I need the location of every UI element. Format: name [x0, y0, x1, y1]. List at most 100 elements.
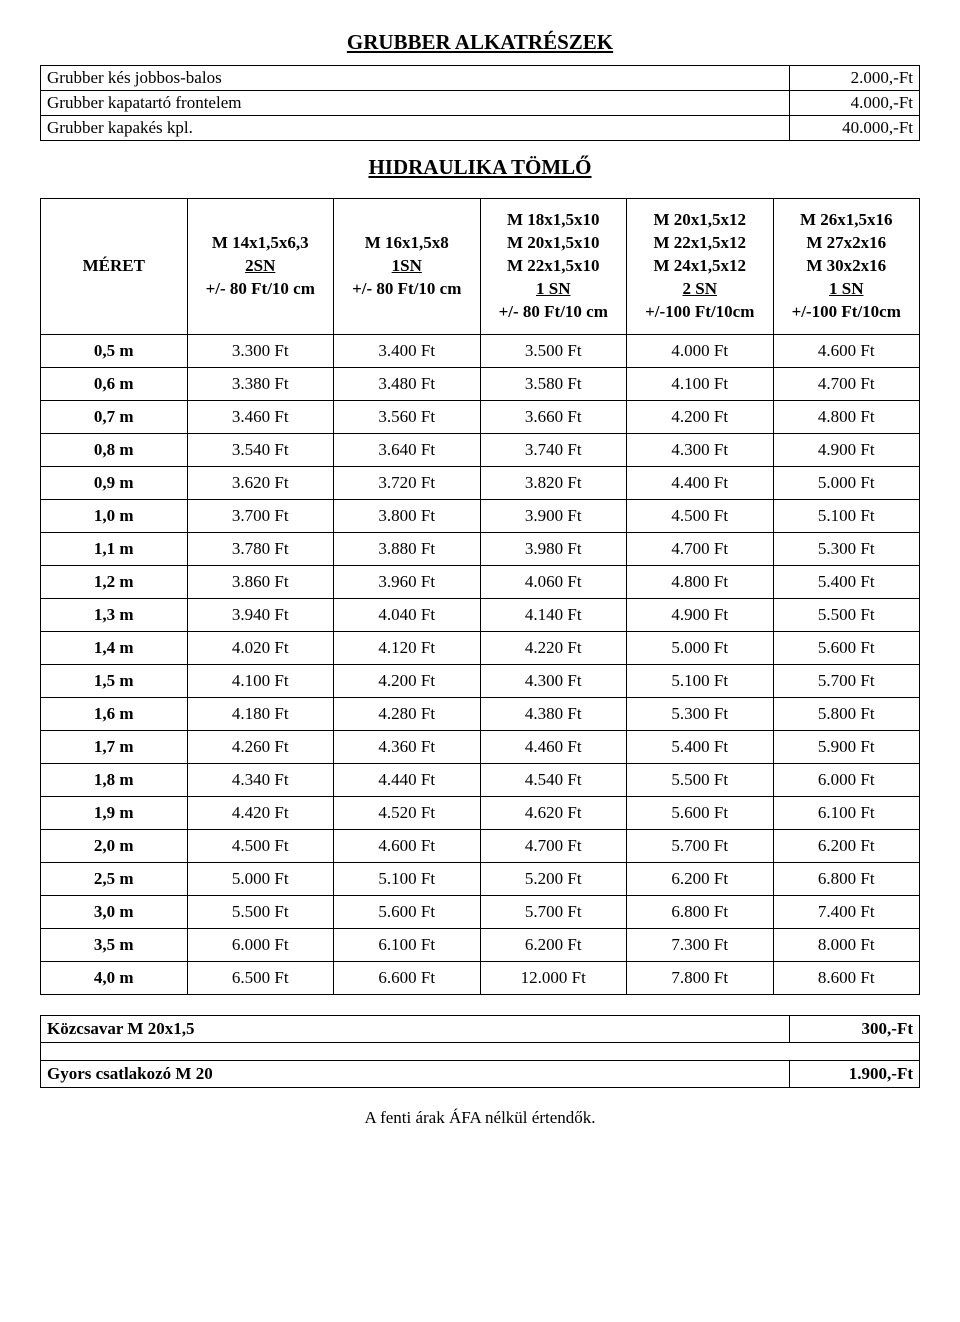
price-cell: 3.880 Ft — [334, 532, 481, 565]
price-cell: 4.300 Ft — [627, 433, 774, 466]
price-cell: 4.420 Ft — [187, 796, 334, 829]
price-cell: 4.140 Ft — [480, 598, 627, 631]
footer-table: Közcsavar M 20x1,5 300,-Ft Gyors csatlak… — [40, 1015, 920, 1088]
table-row: 1,0 m3.700 Ft3.800 Ft3.900 Ft4.500 Ft5.1… — [41, 499, 920, 532]
price-cell: 5.300 Ft — [627, 697, 774, 730]
table-row: 1,8 m4.340 Ft4.440 Ft4.540 Ft5.500 Ft6.0… — [41, 763, 920, 796]
table-row: 1,2 m3.860 Ft3.960 Ft4.060 Ft4.800 Ft5.4… — [41, 565, 920, 598]
price-cell: 3.860 Ft — [187, 565, 334, 598]
table-row: 0,8 m3.540 Ft3.640 Ft3.740 Ft4.300 Ft4.9… — [41, 433, 920, 466]
price-cell: 4.340 Ft — [187, 763, 334, 796]
price-cell: 6.200 Ft — [773, 829, 920, 862]
size-cell: 3,5 m — [41, 928, 188, 961]
price-cell: 5.700 Ft — [773, 664, 920, 697]
size-cell: 0,9 m — [41, 466, 188, 499]
price-cell: 3.580 Ft — [480, 367, 627, 400]
price-cell: 5.000 Ft — [627, 631, 774, 664]
price-cell: 4.060 Ft — [480, 565, 627, 598]
price-cell: 5.600 Ft — [334, 895, 481, 928]
size-cell: 1,7 m — [41, 730, 188, 763]
parts-price: 4.000,-Ft — [790, 91, 920, 116]
price-cell: 3.500 Ft — [480, 334, 627, 367]
price-cell: 6.200 Ft — [480, 928, 627, 961]
price-cell: 4.460 Ft — [480, 730, 627, 763]
price-cell: 4.100 Ft — [187, 664, 334, 697]
table-row: 1,5 m4.100 Ft4.200 Ft4.300 Ft5.100 Ft5.7… — [41, 664, 920, 697]
size-cell: 1,1 m — [41, 532, 188, 565]
price-cell: 4.400 Ft — [627, 466, 774, 499]
footer-spacer — [41, 1042, 920, 1060]
price-cell: 5.800 Ft — [773, 697, 920, 730]
price-cell: 3.460 Ft — [187, 400, 334, 433]
size-cell: 0,7 m — [41, 400, 188, 433]
header-size: MÉRET — [41, 199, 188, 335]
price-cell: 3.940 Ft — [187, 598, 334, 631]
table-row: 1,3 m3.940 Ft4.040 Ft4.140 Ft4.900 Ft5.5… — [41, 598, 920, 631]
table-header-row: MÉRET M 14x1,5x6,3 2SN +/- 80 Ft/10 cm M… — [41, 199, 920, 335]
price-cell: 6.500 Ft — [187, 961, 334, 994]
size-cell: 1,2 m — [41, 565, 188, 598]
footer-label: Gyors csatlakozó M 20 — [41, 1060, 790, 1087]
price-cell: 3.560 Ft — [334, 400, 481, 433]
price-cell: 5.900 Ft — [773, 730, 920, 763]
footer-row: Gyors csatlakozó M 20 1.900,-Ft — [41, 1060, 920, 1087]
price-cell: 3.380 Ft — [187, 367, 334, 400]
size-cell: 1,3 m — [41, 598, 188, 631]
price-cell: 4.900 Ft — [773, 433, 920, 466]
size-cell: 2,5 m — [41, 862, 188, 895]
price-cell: 4.300 Ft — [480, 664, 627, 697]
price-cell: 4.260 Ft — [187, 730, 334, 763]
size-cell: 4,0 m — [41, 961, 188, 994]
price-cell: 4.700 Ft — [773, 367, 920, 400]
header-col2: M 16x1,5x8 1SN +/- 80 Ft/10 cm — [334, 199, 481, 335]
footer-label: Közcsavar M 20x1,5 — [41, 1015, 790, 1042]
price-cell: 7.400 Ft — [773, 895, 920, 928]
price-cell: 4.020 Ft — [187, 631, 334, 664]
price-cell: 4.600 Ft — [334, 829, 481, 862]
price-cell: 3.640 Ft — [334, 433, 481, 466]
table-row: 0,9 m3.620 Ft3.720 Ft3.820 Ft4.400 Ft5.0… — [41, 466, 920, 499]
price-cell: 6.800 Ft — [627, 895, 774, 928]
price-cell: 4.200 Ft — [627, 400, 774, 433]
price-cell: 4.700 Ft — [480, 829, 627, 862]
size-cell: 2,0 m — [41, 829, 188, 862]
table-row: 2,0 m4.500 Ft4.600 Ft4.700 Ft5.700 Ft6.2… — [41, 829, 920, 862]
price-cell: 3.820 Ft — [480, 466, 627, 499]
price-cell: 4.120 Ft — [334, 631, 481, 664]
price-cell: 5.100 Ft — [773, 499, 920, 532]
table-row: 1,7 m4.260 Ft4.360 Ft4.460 Ft5.400 Ft5.9… — [41, 730, 920, 763]
price-cell: 5.500 Ft — [773, 598, 920, 631]
price-cell: 5.400 Ft — [773, 565, 920, 598]
price-cell: 3.740 Ft — [480, 433, 627, 466]
size-cell: 0,5 m — [41, 334, 188, 367]
table-row: 1,1 m3.780 Ft3.880 Ft3.980 Ft4.700 Ft5.3… — [41, 532, 920, 565]
price-cell: 6.100 Ft — [334, 928, 481, 961]
price-cell: 4.200 Ft — [334, 664, 481, 697]
price-cell: 4.380 Ft — [480, 697, 627, 730]
footer-price: 300,-Ft — [790, 1015, 920, 1042]
parts-row: Grubber kapatartó frontelem4.000,-Ft — [41, 91, 920, 116]
price-cell: 12.000 Ft — [480, 961, 627, 994]
price-cell: 4.040 Ft — [334, 598, 481, 631]
price-cell: 4.600 Ft — [773, 334, 920, 367]
size-cell: 0,8 m — [41, 433, 188, 466]
price-cell: 3.780 Ft — [187, 532, 334, 565]
price-cell: 5.600 Ft — [627, 796, 774, 829]
price-cell: 5.500 Ft — [627, 763, 774, 796]
price-cell: 6.000 Ft — [187, 928, 334, 961]
price-cell: 3.660 Ft — [480, 400, 627, 433]
price-cell: 5.700 Ft — [480, 895, 627, 928]
price-cell: 4.500 Ft — [627, 499, 774, 532]
parts-label: Grubber kapatartó frontelem — [41, 91, 790, 116]
price-cell: 4.900 Ft — [627, 598, 774, 631]
size-cell: 1,4 m — [41, 631, 188, 664]
price-cell: 4.800 Ft — [627, 565, 774, 598]
hose-price-table: MÉRET M 14x1,5x6,3 2SN +/- 80 Ft/10 cm M… — [40, 198, 920, 995]
header-col3: M 18x1,5x10 M 20x1,5x10 M 22x1,5x10 1 SN… — [480, 199, 627, 335]
size-cell: 1,0 m — [41, 499, 188, 532]
table-row: 0,7 m3.460 Ft3.560 Ft3.660 Ft4.200 Ft4.8… — [41, 400, 920, 433]
price-cell: 3.800 Ft — [334, 499, 481, 532]
price-cell: 5.500 Ft — [187, 895, 334, 928]
parts-row: Grubber kapakés kpl.40.000,-Ft — [41, 116, 920, 141]
parts-table: Grubber kés jobbos-balos2.000,-FtGrubber… — [40, 65, 920, 141]
